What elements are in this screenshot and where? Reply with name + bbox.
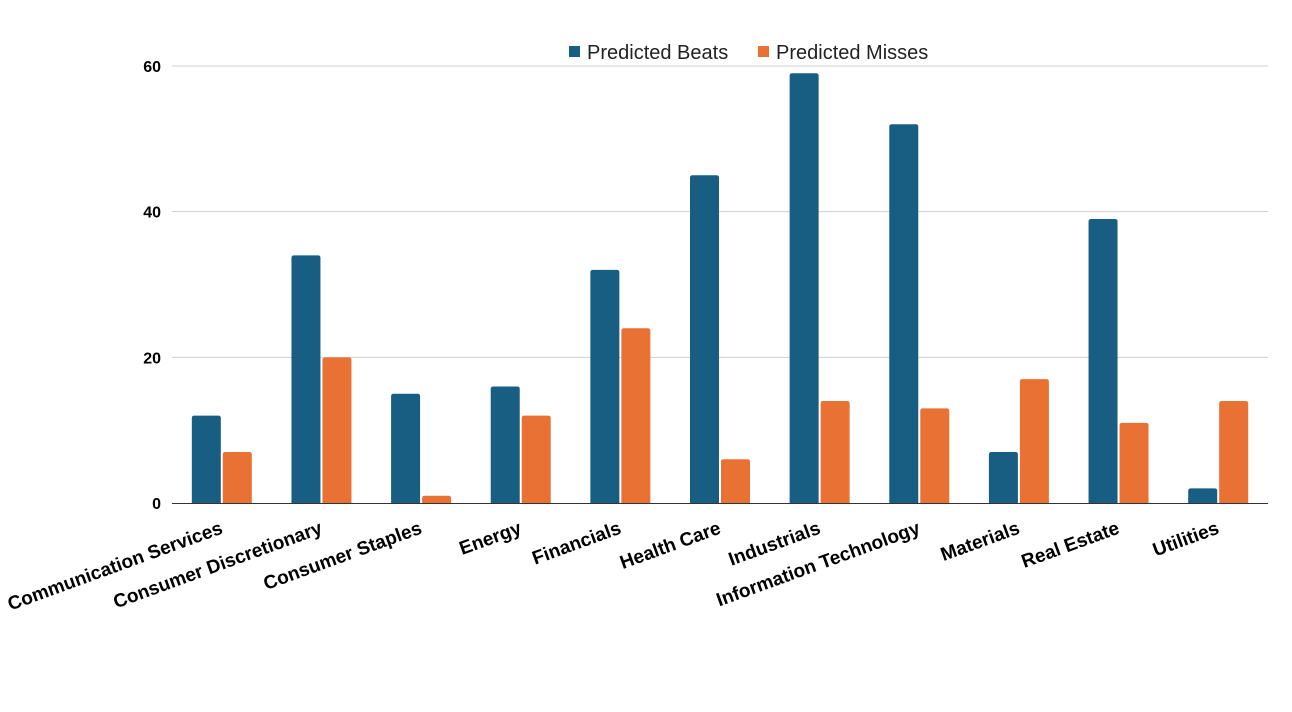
legend-label: Predicted Misses (776, 42, 928, 64)
x-tick-label: Materials (938, 518, 1023, 566)
x-tick-label: Health Care (617, 518, 723, 574)
x-tick-label: Real Estate (1019, 518, 1122, 573)
bar-predicted-beats (889, 124, 919, 504)
bar-predicted-beats (1188, 488, 1218, 503)
y-tick-label: 40 (143, 205, 161, 222)
bars (191, 73, 1249, 504)
bar-predicted-misses (820, 401, 850, 503)
bar-predicted-misses (322, 357, 352, 503)
x-tick-label: Energy (457, 518, 525, 560)
y-axis-ticks: 0 20 40 60 (143, 59, 161, 513)
y-tick-label: 20 (143, 350, 161, 367)
legend: Predicted Beats Predicted Misses (569, 42, 928, 64)
bar-predicted-misses (920, 408, 950, 503)
bar-predicted-misses (1219, 401, 1249, 503)
bar-predicted-beats (391, 393, 421, 503)
bar-predicted-misses (721, 459, 750, 503)
bar-predicted-beats (1088, 218, 1118, 503)
bar-predicted-misses (521, 415, 551, 503)
legend-swatch (569, 46, 580, 57)
legend-label: Predicted Beats (587, 42, 728, 64)
bar-predicted-beats (789, 73, 819, 504)
bar-predicted-beats (590, 269, 620, 503)
bar-predicted-beats (191, 415, 221, 503)
bar-predicted-beats (988, 452, 1018, 503)
gridlines (172, 65, 1268, 358)
bar-predicted-misses (222, 452, 252, 503)
bar-predicted-beats (690, 175, 719, 503)
bar-predicted-beats (291, 255, 321, 503)
x-tick-label: Financials (530, 518, 625, 570)
bar-predicted-beats (490, 386, 520, 503)
bar-predicted-misses (621, 328, 651, 503)
y-tick-label: 0 (152, 496, 161, 513)
legend-swatch (758, 46, 769, 57)
y-tick-label: 60 (143, 59, 161, 76)
bar-predicted-misses (422, 495, 452, 503)
x-tick-label: Utilities (1150, 518, 1222, 561)
bar-predicted-misses (1119, 422, 1149, 503)
bar-predicted-misses (1019, 379, 1049, 503)
